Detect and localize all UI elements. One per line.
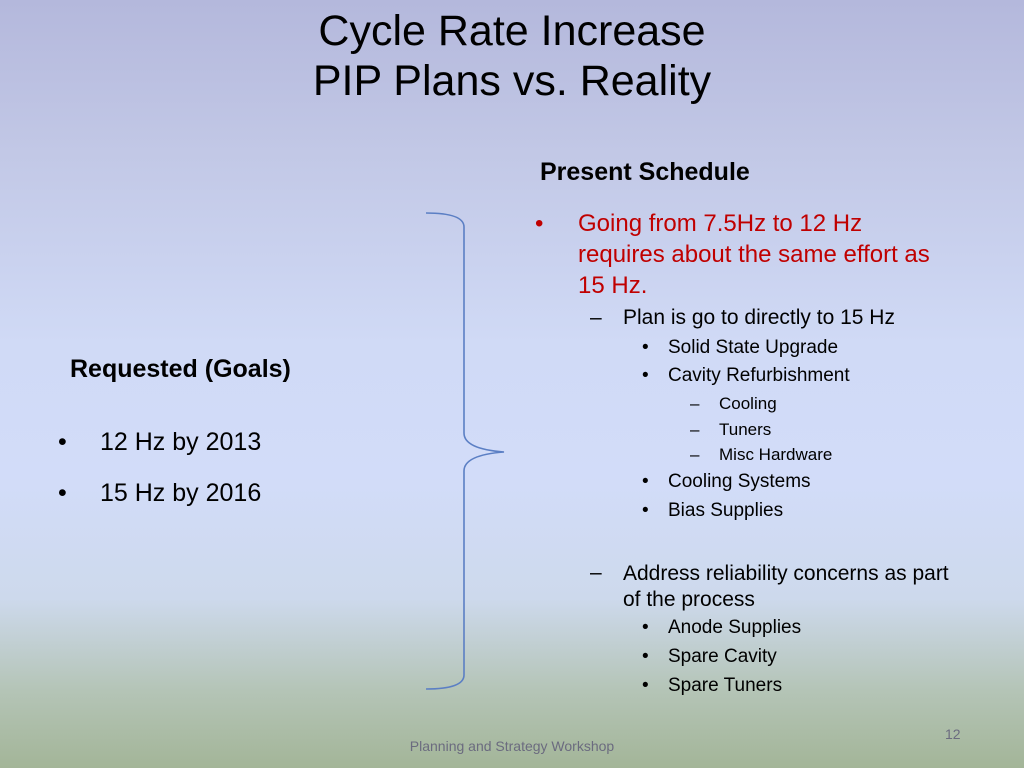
bullet-icon: • bbox=[642, 617, 649, 638]
list-item-text: Cooling Systems bbox=[668, 471, 811, 492]
title-line-1: Cycle Rate Increase bbox=[318, 7, 706, 55]
bullet-icon: • bbox=[535, 210, 544, 237]
plan-text: Plan is go to directly to 15 Hz bbox=[623, 306, 895, 329]
list-item-text: Misc Hardware bbox=[719, 445, 833, 464]
reliability-text: Address reliability concerns as part of … bbox=[623, 562, 949, 611]
main-point-text: Going from 7.5Hz to 12 Hz requires about… bbox=[578, 210, 930, 299]
title-line-2: PIP Plans vs. Reality bbox=[312, 57, 712, 105]
list-item-text: Tuners bbox=[719, 420, 772, 439]
list-item: • Cavity Refurbishment bbox=[642, 365, 850, 387]
bullet-icon: • bbox=[58, 479, 67, 507]
list-item: – Tuners bbox=[690, 420, 771, 440]
goal-text: 12 Hz by 2013 bbox=[100, 428, 262, 456]
list-item: • Spare Tuners bbox=[642, 675, 782, 697]
list-item: • Cooling Systems bbox=[642, 471, 811, 493]
list-item-text: Spare Tuners bbox=[668, 675, 783, 696]
present-schedule-heading: Present Schedule bbox=[540, 158, 750, 186]
list-item-text: Bias Supplies bbox=[668, 500, 784, 521]
reliability-item: – Address reliability concerns as part o… bbox=[590, 561, 970, 611]
list-item: • Spare Cavity bbox=[642, 646, 777, 668]
list-item-text: Spare Cavity bbox=[668, 646, 777, 667]
slide-title: Cycle Rate Increase PIP Plans vs. Realit… bbox=[0, 6, 1024, 106]
list-item: – Misc Hardware bbox=[690, 445, 832, 465]
dash-icon: – bbox=[590, 561, 602, 584]
goal-text: 15 Hz by 2016 bbox=[100, 479, 262, 507]
bullet-icon: • bbox=[642, 471, 649, 492]
list-item: • Bias Supplies bbox=[642, 500, 783, 522]
bullet-icon: • bbox=[58, 428, 67, 456]
bullet-icon: • bbox=[642, 365, 649, 386]
list-item-text: Cooling bbox=[719, 394, 777, 413]
plan-item: – Plan is go to directly to 15 Hz bbox=[590, 306, 895, 330]
bullet-icon: • bbox=[642, 337, 649, 358]
bullet-icon: • bbox=[642, 500, 649, 521]
footer-text: Planning and Strategy Workshop bbox=[409, 738, 615, 754]
requested-heading: Requested (Goals) bbox=[70, 355, 291, 383]
list-item: • Solid State Upgrade bbox=[642, 337, 838, 359]
page-number: 12 bbox=[945, 726, 961, 742]
dash-icon: – bbox=[590, 306, 602, 329]
list-item: • Anode Supplies bbox=[642, 617, 801, 639]
right-brace-icon bbox=[425, 212, 505, 690]
dash-icon: – bbox=[690, 394, 700, 413]
list-item-text: Cavity Refurbishment bbox=[668, 365, 850, 386]
bullet-icon: • bbox=[642, 675, 649, 696]
list-item-text: Solid State Upgrade bbox=[668, 337, 839, 358]
bullet-icon: • bbox=[642, 646, 649, 667]
list-item-text: Anode Supplies bbox=[668, 617, 802, 638]
dash-icon: – bbox=[690, 420, 700, 439]
dash-icon: – bbox=[690, 445, 700, 464]
list-item: – Cooling bbox=[690, 394, 777, 414]
